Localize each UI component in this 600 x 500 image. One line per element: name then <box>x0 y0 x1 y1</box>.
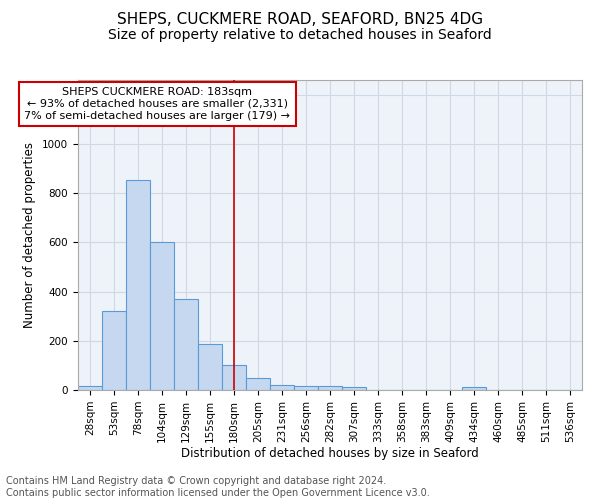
Text: Contains HM Land Registry data © Crown copyright and database right 2024.
Contai: Contains HM Land Registry data © Crown c… <box>6 476 430 498</box>
Bar <box>246 378 270 390</box>
X-axis label: Distribution of detached houses by size in Seaford: Distribution of detached houses by size … <box>181 448 479 460</box>
Bar <box>102 312 126 390</box>
Bar <box>270 385 294 390</box>
Bar <box>150 242 174 390</box>
Bar <box>342 387 366 390</box>
Y-axis label: Number of detached properties: Number of detached properties <box>23 142 37 328</box>
Bar <box>78 386 102 390</box>
Text: Size of property relative to detached houses in Seaford: Size of property relative to detached ho… <box>108 28 492 42</box>
Text: SHEPS, CUCKMERE ROAD, SEAFORD, BN25 4DG: SHEPS, CUCKMERE ROAD, SEAFORD, BN25 4DG <box>117 12 483 28</box>
Bar <box>318 386 342 390</box>
Bar <box>222 366 246 390</box>
Text: SHEPS CUCKMERE ROAD: 183sqm
← 93% of detached houses are smaller (2,331)
7% of s: SHEPS CUCKMERE ROAD: 183sqm ← 93% of det… <box>24 88 290 120</box>
Bar <box>294 386 318 390</box>
Bar <box>174 299 198 390</box>
Bar <box>126 180 150 390</box>
Bar <box>198 344 222 390</box>
Bar <box>462 387 486 390</box>
